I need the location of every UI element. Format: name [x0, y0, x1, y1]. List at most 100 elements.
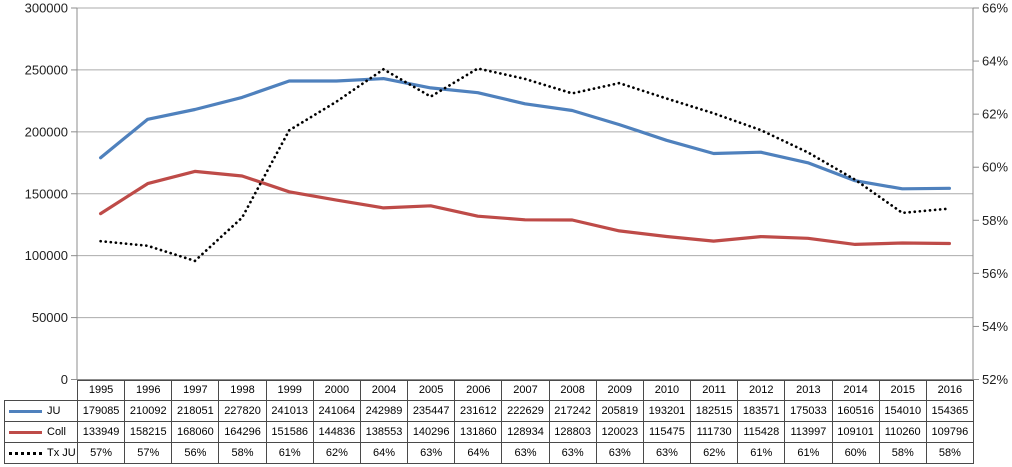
value-cell: 154010 [878, 400, 927, 422]
value-cell: 115475 [642, 421, 692, 443]
year-header-cell: 2008 [548, 380, 597, 401]
value-cell: 109796 [925, 421, 974, 443]
right-axis-tick-label: 54% [982, 319, 1008, 334]
value-cell: 56% [171, 442, 220, 464]
value-cell: 63% [407, 442, 456, 464]
value-cell: 160516 [831, 400, 880, 422]
value-cell: 151586 [265, 421, 314, 443]
value-cell: 144836 [312, 421, 361, 443]
value-cell: 138553 [359, 421, 409, 443]
dotted-line-key-icon [9, 451, 42, 455]
series-line-coll [98, 169, 952, 246]
value-cell: 58% [925, 442, 974, 464]
right-axis-tick-label: 60% [982, 160, 1008, 175]
data-table: 1995 1996 1997 1998 1999 2000 2004 2005 2006 2007… [4, 380, 974, 464]
legend-label: JU [47, 404, 61, 417]
left-axis-tick-label: 300000 [25, 1, 68, 16]
value-cell: 179085 [76, 400, 126, 422]
year-header-cell: 2012 [737, 380, 786, 401]
value-cell: 128934 [501, 421, 550, 443]
left-axis-tick-label: 250000 [25, 62, 68, 77]
year-header-cell: 2000 [312, 380, 361, 401]
value-cell: 60% [831, 442, 880, 464]
value-cell: 217242 [548, 400, 597, 422]
value-cell: 58% [218, 442, 267, 464]
value-cell: 182515 [690, 400, 739, 422]
year-header-cell: 1999 [265, 380, 314, 401]
legend-cell-tx-ju: Tx JU [4, 442, 78, 464]
legend-label: Tx JU [47, 446, 76, 459]
series-line-ju [98, 76, 952, 191]
right-axis-tick-label: 58% [982, 213, 1008, 228]
year-header-cell: 1998 [218, 380, 267, 401]
value-cell: 168060 [171, 421, 220, 443]
value-cell: 58% [878, 442, 927, 464]
value-cell: 241013 [265, 400, 314, 422]
year-header-cell: 2005 [407, 380, 456, 401]
value-cell: 64% [359, 442, 409, 464]
value-cell: 63% [548, 442, 597, 464]
value-cell: 128803 [548, 421, 597, 443]
value-cell: 158215 [124, 421, 173, 443]
value-cell: 110260 [878, 421, 927, 443]
solid-line-key-icon [9, 430, 42, 434]
year-header-cell: 2011 [690, 380, 739, 401]
value-cell: 131860 [454, 421, 503, 443]
value-cell: 154365 [925, 400, 974, 422]
legend-cell-coll: Coll [4, 421, 78, 443]
value-cell: 109101 [831, 421, 880, 443]
left-axis-tick-label: 200000 [25, 124, 68, 139]
year-header-cell: 2006 [454, 380, 503, 401]
year-header-cell: 2014 [831, 380, 880, 401]
value-cell: 62% [312, 442, 361, 464]
value-cell: 61% [784, 442, 833, 464]
value-cell: 175033 [784, 400, 833, 422]
year-header-cell: 2004 [359, 380, 409, 401]
year-header-cell: 2009 [595, 380, 644, 401]
legend-label: Coll [47, 425, 66, 438]
right-axis-tick-label: 66% [982, 1, 1008, 16]
solid-line-key-icon [9, 409, 42, 413]
year-header-cell: 2007 [501, 380, 550, 401]
value-cell: 193201 [642, 400, 692, 422]
left-axis-tick-label: 150000 [25, 186, 68, 201]
left-axis-tick-label: 100000 [25, 248, 68, 263]
value-cell: 164296 [218, 421, 267, 443]
right-axis-tick-label: 64% [982, 54, 1008, 69]
year-header-cell: 2016 [925, 380, 974, 401]
value-cell: 111730 [690, 421, 739, 443]
right-axis-tick-label: 56% [982, 266, 1008, 281]
value-cell: 235447 [407, 400, 456, 422]
left-axis-tick-label: 0 [61, 372, 68, 387]
value-cell: 241064 [312, 400, 361, 422]
value-cell: 210092 [124, 400, 173, 422]
value-cell: 63% [595, 442, 644, 464]
right-axis-tick-label: 62% [982, 107, 1008, 122]
value-cell: 57% [124, 442, 173, 464]
value-cell: 140296 [407, 421, 456, 443]
table-corner-blank [5, 381, 78, 401]
right-axis-tick-label: 52% [982, 372, 1008, 387]
legend-cell-ju: JU [4, 400, 78, 422]
value-cell: 242989 [359, 400, 409, 422]
value-cell: 113997 [784, 421, 833, 443]
year-header-cell: 2013 [784, 380, 833, 401]
value-cell: 115428 [737, 421, 786, 443]
year-header-cell: 1996 [124, 380, 173, 401]
value-cell: 63% [501, 442, 550, 464]
value-cell: 61% [737, 442, 786, 464]
value-cell: 61% [265, 442, 314, 464]
value-cell: 218051 [171, 400, 220, 422]
year-header-cell: 2010 [642, 380, 692, 401]
value-cell: 222629 [501, 400, 550, 422]
value-cell: 133949 [76, 421, 126, 443]
value-cell: 63% [642, 442, 692, 464]
value-cell: 183571 [737, 400, 786, 422]
value-cell: 64% [454, 442, 503, 464]
year-header-cell: 2015 [878, 380, 927, 401]
value-cell: 231612 [454, 400, 503, 422]
value-cell: 62% [690, 442, 739, 464]
value-cell: 227820 [218, 400, 267, 422]
